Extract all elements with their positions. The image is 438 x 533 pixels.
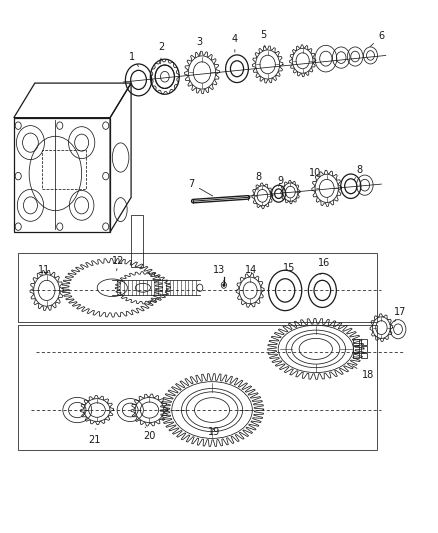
Text: 6: 6 xyxy=(369,31,384,46)
Text: 5: 5 xyxy=(260,30,266,47)
Text: 9: 9 xyxy=(277,176,283,187)
Bar xyxy=(360,346,366,352)
Bar xyxy=(360,340,366,345)
Text: 20: 20 xyxy=(143,427,155,441)
Text: 21: 21 xyxy=(88,429,101,445)
Text: 10: 10 xyxy=(308,168,320,178)
Bar xyxy=(353,340,358,345)
Text: 8: 8 xyxy=(353,165,362,180)
Circle shape xyxy=(223,284,224,286)
Text: 18: 18 xyxy=(352,366,374,380)
Text: 12: 12 xyxy=(112,256,124,271)
Text: 3: 3 xyxy=(196,37,202,55)
Bar xyxy=(353,346,358,352)
Text: 16: 16 xyxy=(318,259,330,274)
Text: 1: 1 xyxy=(129,52,138,67)
Text: 17: 17 xyxy=(393,306,405,322)
Bar xyxy=(353,353,358,359)
Text: 15: 15 xyxy=(283,263,295,272)
Text: 8: 8 xyxy=(254,172,261,190)
Text: 13: 13 xyxy=(213,265,225,281)
Text: 14: 14 xyxy=(244,265,257,274)
Text: 2: 2 xyxy=(158,43,165,64)
Text: 19: 19 xyxy=(208,427,220,438)
Text: 7: 7 xyxy=(187,179,212,196)
Text: 11: 11 xyxy=(37,265,49,274)
Bar xyxy=(360,353,366,359)
Text: 4: 4 xyxy=(231,34,237,52)
